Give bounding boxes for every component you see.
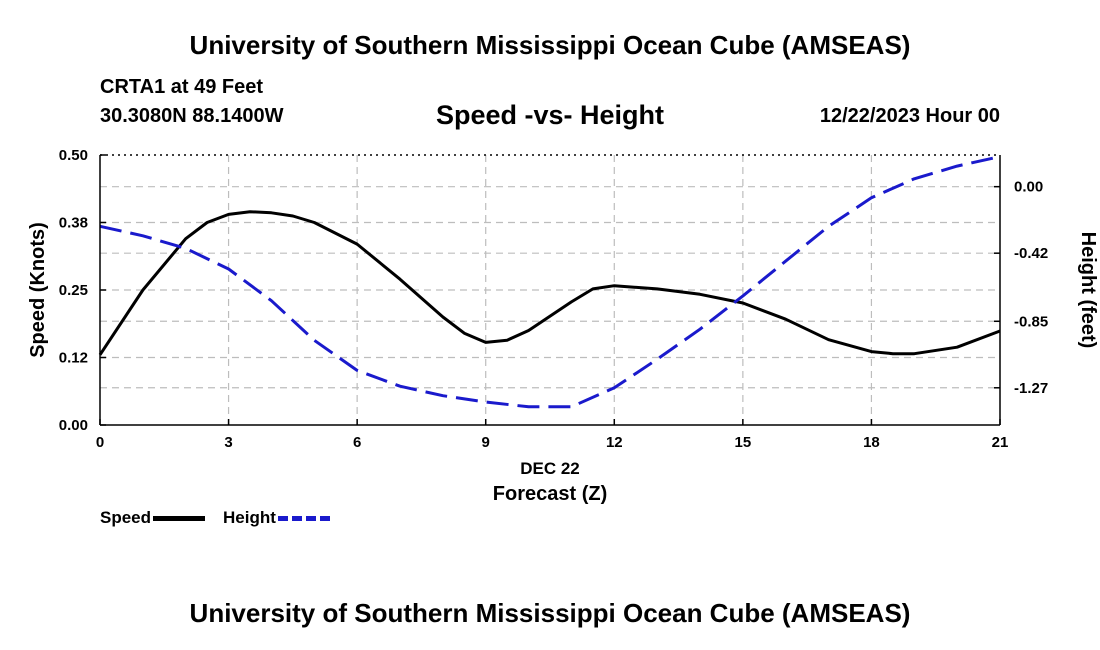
station-coordinates: 30.3080N 88.1400W bbox=[100, 105, 284, 127]
x-tick-label: 0 bbox=[96, 434, 104, 451]
series-line-speed bbox=[98, 210, 1001, 356]
series-layer bbox=[98, 155, 1001, 409]
x-tick-label: 9 bbox=[482, 434, 490, 451]
y-tick-label: 0.00 bbox=[59, 417, 88, 434]
axes: 0 3 6 9 12 15 18 21 0.00 0.12 0.25 0.38 0.50 0.00 -0.4… bbox=[59, 147, 1048, 451]
y2-axis-title: Height (feet) bbox=[1077, 232, 1099, 349]
y-tick-label: 0.12 bbox=[59, 350, 88, 367]
y-tick-label: 0.38 bbox=[59, 215, 88, 232]
x-tick-label: 21 bbox=[992, 434, 1009, 451]
x-tick-label: 6 bbox=[353, 434, 361, 451]
y2-tick-label: 0.00 bbox=[1014, 179, 1043, 196]
station-label: CRTA1 at 49 Feet bbox=[100, 76, 264, 98]
legend-height-swatch bbox=[277, 515, 330, 521]
chart-main-title: University of Southern Mississippi Ocean… bbox=[189, 30, 911, 60]
x-axis-date-label: DEC 22 bbox=[520, 459, 580, 478]
x-tick-label: 18 bbox=[863, 434, 880, 451]
grid bbox=[100, 154, 1000, 425]
x-axis-title: Forecast (Z) bbox=[493, 483, 607, 505]
x-tick-label: 3 bbox=[224, 434, 232, 451]
forecast-datetime: 12/22/2023 Hour 00 bbox=[819, 105, 1000, 127]
y-axis-title: Speed (Knots) bbox=[27, 222, 49, 358]
x-tick-label: 12 bbox=[606, 434, 623, 451]
series-line-height bbox=[99, 155, 1001, 409]
y2-tick-label: -1.27 bbox=[1014, 380, 1048, 397]
legend-height-label: Height bbox=[223, 508, 276, 527]
x-tick-label: 15 bbox=[735, 434, 752, 451]
y-tick-label: 0.50 bbox=[59, 147, 88, 164]
y-tick-label: 0.25 bbox=[59, 282, 88, 299]
chart-subtitle: Speed -vs- Height bbox=[435, 100, 665, 130]
y2-tick-label: -0.85 bbox=[1014, 313, 1048, 330]
legend-speed-swatch bbox=[153, 515, 206, 521]
legend-speed-label: Speed bbox=[100, 508, 152, 527]
y2-tick-label: -0.42 bbox=[1014, 245, 1048, 262]
footer-title: University of Southern Mississippi Ocean… bbox=[189, 598, 911, 628]
legend: Speed Height bbox=[100, 508, 348, 528]
